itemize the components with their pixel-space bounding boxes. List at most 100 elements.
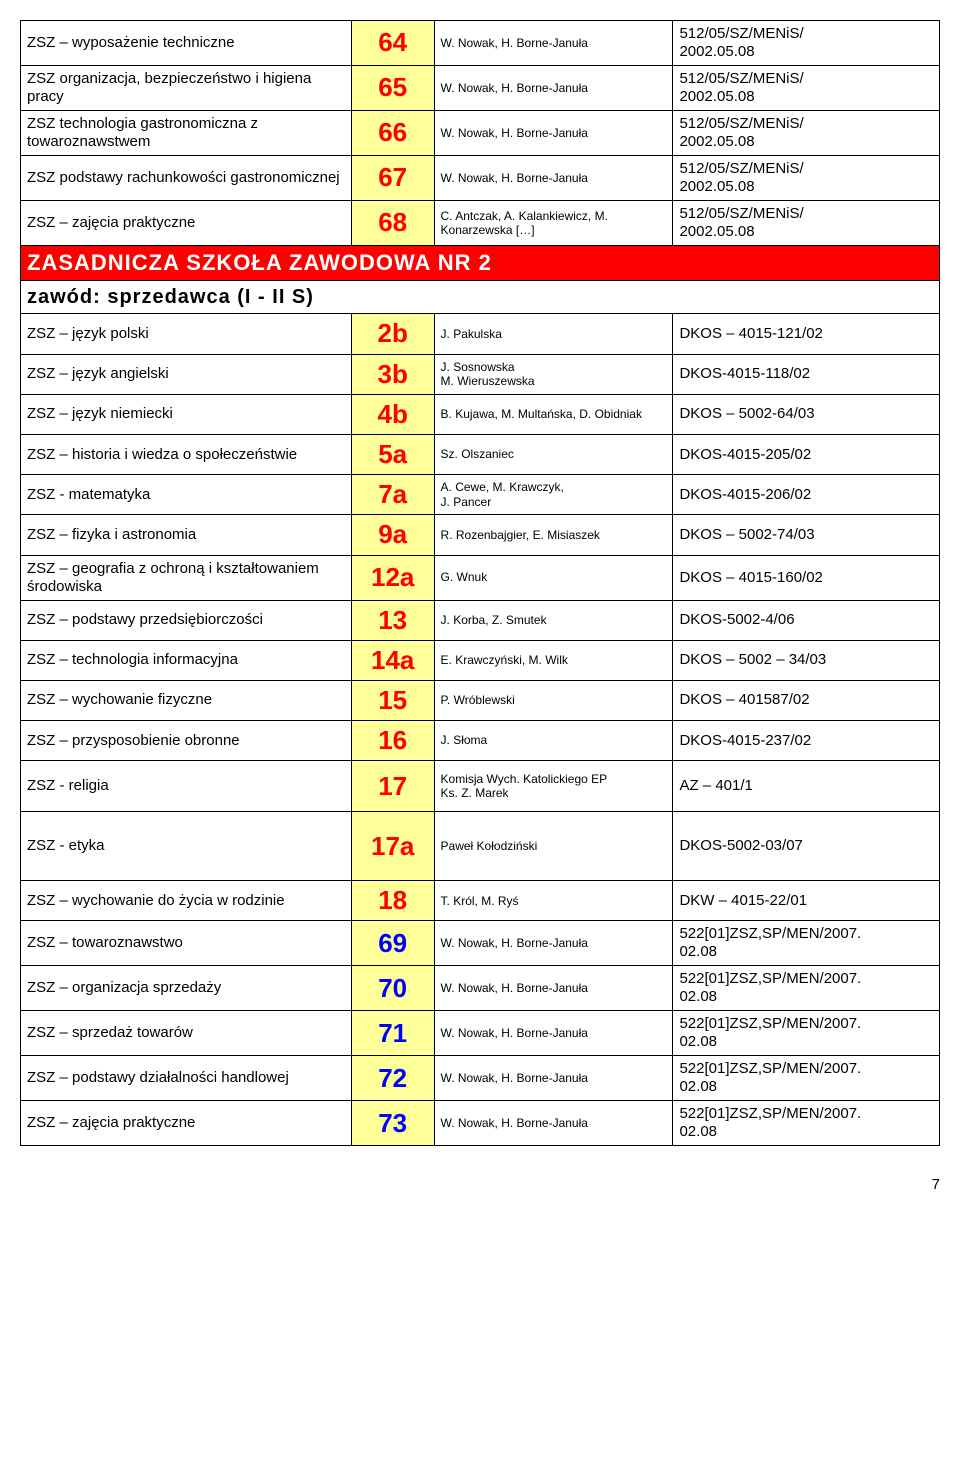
number-cell: 67 xyxy=(351,156,434,201)
code-cell: 522[01]ZSZ,SP/MEN/2007. 02.08 xyxy=(673,921,940,966)
author-cell: J. Sosnowska M. Wieruszewska xyxy=(434,354,673,394)
subject-cell: ZSZ - etyka xyxy=(21,812,352,881)
number-cell: 17 xyxy=(351,761,434,812)
subject-cell: ZSZ – język angielski xyxy=(21,354,352,394)
section-banner-row: ZASADNICZA SZKOŁA ZAWODOWA NR 2 xyxy=(21,246,940,281)
table-row: ZSZ – język niemiecki4bB. Kujawa, M. Mul… xyxy=(21,394,940,434)
code-cell: 512/05/SZ/MENiS/ 2002.05.08 xyxy=(673,21,940,66)
table-row: ZSZ – historia i wiedza o społeczeństwie… xyxy=(21,434,940,474)
table-row: ZSZ organizacja, bezpieczeństwo i higien… xyxy=(21,66,940,111)
subheader-row: zawód: sprzedawca (I - II S) xyxy=(21,281,940,314)
author-cell: C. Antczak, A. Kalankiewicz, M. Konarzew… xyxy=(434,201,673,246)
curriculum-table: ZSZ – wyposażenie techniczne64W. Nowak, … xyxy=(20,20,940,1146)
author-cell: A. Cewe, M. Krawczyk, J. Pancer xyxy=(434,475,673,515)
author-cell: P. Wróblewski xyxy=(434,680,673,720)
subject-cell: ZSZ - matematyka xyxy=(21,475,352,515)
code-cell: 522[01]ZSZ,SP/MEN/2007. 02.08 xyxy=(673,1056,940,1101)
author-cell: J. Pakulska xyxy=(434,314,673,354)
number-cell: 17a xyxy=(351,812,434,881)
number-cell: 13 xyxy=(351,600,434,640)
table-row: ZSZ – wychowanie do życia w rodzinie18T.… xyxy=(21,881,940,921)
code-cell: DKOS-4015-205/02 xyxy=(673,434,940,474)
number-cell: 68 xyxy=(351,201,434,246)
code-cell: DKW – 4015-22/01 xyxy=(673,881,940,921)
number-cell: 18 xyxy=(351,881,434,921)
subject-cell: ZSZ – historia i wiedza o społeczeństwie xyxy=(21,434,352,474)
table-row: ZSZ – towaroznawstwo69W. Nowak, H. Borne… xyxy=(21,921,940,966)
number-cell: 73 xyxy=(351,1101,434,1146)
number-cell: 3b xyxy=(351,354,434,394)
table-row: ZSZ - matematyka7aA. Cewe, M. Krawczyk, … xyxy=(21,475,940,515)
code-cell: 512/05/SZ/MENiS/ 2002.05.08 xyxy=(673,111,940,156)
subject-cell: ZSZ – wychowanie fizyczne xyxy=(21,680,352,720)
number-cell: 69 xyxy=(351,921,434,966)
code-cell: DKOS – 4015-160/02 xyxy=(673,555,940,600)
number-cell: 9a xyxy=(351,515,434,555)
code-cell: DKOS-5002-4/06 xyxy=(673,600,940,640)
author-cell: G. Wnuk xyxy=(434,555,673,600)
subject-cell: ZSZ – fizyka i astronomia xyxy=(21,515,352,555)
table-row: ZSZ – wychowanie fizyczne15P. Wróblewski… xyxy=(21,680,940,720)
subject-cell: ZSZ - religia xyxy=(21,761,352,812)
author-cell: Komisja Wych. Katolickiego EP Ks. Z. Mar… xyxy=(434,761,673,812)
table-row: ZSZ - etyka17aPaweł KołodzińskiDKOS-5002… xyxy=(21,812,940,881)
code-cell: 512/05/SZ/MENiS/ 2002.05.08 xyxy=(673,201,940,246)
author-cell: B. Kujawa, M. Multańska, D. Obidniak xyxy=(434,394,673,434)
table-row: ZSZ – przysposobienie obronne16J. SłomaD… xyxy=(21,721,940,761)
table-row: ZSZ - religia17Komisja Wych. Katolickieg… xyxy=(21,761,940,812)
code-cell: DKOS – 401587/02 xyxy=(673,680,940,720)
author-cell: W. Nowak, H. Borne-Januła xyxy=(434,1101,673,1146)
table-row: ZSZ – fizyka i astronomia9aR. Rozenbajgi… xyxy=(21,515,940,555)
author-cell: J. Słoma xyxy=(434,721,673,761)
table-row: ZSZ – zajęcia praktyczne68C. Antczak, A.… xyxy=(21,201,940,246)
number-cell: 14a xyxy=(351,640,434,680)
number-cell: 5a xyxy=(351,434,434,474)
author-cell: T. Król, M. Ryś xyxy=(434,881,673,921)
author-cell: W. Nowak, H. Borne-Januła xyxy=(434,1056,673,1101)
table-row: ZSZ – geografia z ochroną i kształtowani… xyxy=(21,555,940,600)
subheader-cell: zawód: sprzedawca (I - II S) xyxy=(21,281,940,314)
author-cell: W. Nowak, H. Borne-Januła xyxy=(434,66,673,111)
subject-cell: ZSZ organizacja, bezpieczeństwo i higien… xyxy=(21,66,352,111)
code-cell: DKOS – 4015-121/02 xyxy=(673,314,940,354)
author-cell: W. Nowak, H. Borne-Januła xyxy=(434,966,673,1011)
table-row: ZSZ – język angielski3bJ. Sosnowska M. W… xyxy=(21,354,940,394)
subject-cell: ZSZ – wychowanie do życia w rodzinie xyxy=(21,881,352,921)
section-banner: ZASADNICZA SZKOŁA ZAWODOWA NR 2 xyxy=(21,246,940,281)
subject-cell: ZSZ podstawy rachunkowości gastronomiczn… xyxy=(21,156,352,201)
author-cell: J. Korba, Z. Smutek xyxy=(434,600,673,640)
code-cell: 512/05/SZ/MENiS/ 2002.05.08 xyxy=(673,66,940,111)
author-cell: W. Nowak, H. Borne-Januła xyxy=(434,156,673,201)
subject-cell: ZSZ – język polski xyxy=(21,314,352,354)
code-cell: DKOS – 5002-64/03 xyxy=(673,394,940,434)
code-cell: DKOS-4015-118/02 xyxy=(673,354,940,394)
table-row: ZSZ – technologia informacyjna14aE. Kraw… xyxy=(21,640,940,680)
table-row: ZSZ – podstawy działalności handlowej72W… xyxy=(21,1056,940,1101)
code-cell: 522[01]ZSZ,SP/MEN/2007. 02.08 xyxy=(673,1011,940,1056)
subject-cell: ZSZ – sprzedaż towarów xyxy=(21,1011,352,1056)
subject-cell: ZSZ – podstawy działalności handlowej xyxy=(21,1056,352,1101)
code-cell: 522[01]ZSZ,SP/MEN/2007. 02.08 xyxy=(673,1101,940,1146)
number-cell: 16 xyxy=(351,721,434,761)
author-cell: Paweł Kołodziński xyxy=(434,812,673,881)
code-cell: DKOS-4015-237/02 xyxy=(673,721,940,761)
number-cell: 7a xyxy=(351,475,434,515)
author-cell: W. Nowak, H. Borne-Januła xyxy=(434,921,673,966)
number-cell: 66 xyxy=(351,111,434,156)
author-cell: W. Nowak, H. Borne-Januła xyxy=(434,111,673,156)
author-cell: W. Nowak, H. Borne-Januła xyxy=(434,1011,673,1056)
subject-cell: ZSZ – wyposażenie techniczne xyxy=(21,21,352,66)
subject-cell: ZSZ – organizacja sprzedaży xyxy=(21,966,352,1011)
author-cell: W. Nowak, H. Borne-Januła xyxy=(434,21,673,66)
number-cell: 71 xyxy=(351,1011,434,1056)
subject-cell: ZSZ – geografia z ochroną i kształtowani… xyxy=(21,555,352,600)
subject-cell: ZSZ technologia gastronomiczna z towaroz… xyxy=(21,111,352,156)
subject-cell: ZSZ – zajęcia praktyczne xyxy=(21,201,352,246)
number-cell: 4b xyxy=(351,394,434,434)
code-cell: DKOS-4015-206/02 xyxy=(673,475,940,515)
number-cell: 65 xyxy=(351,66,434,111)
code-cell: AZ – 401/1 xyxy=(673,761,940,812)
table-row: ZSZ – zajęcia praktyczne73W. Nowak, H. B… xyxy=(21,1101,940,1146)
table-row: ZSZ podstawy rachunkowości gastronomiczn… xyxy=(21,156,940,201)
code-cell: 512/05/SZ/MENiS/ 2002.05.08 xyxy=(673,156,940,201)
